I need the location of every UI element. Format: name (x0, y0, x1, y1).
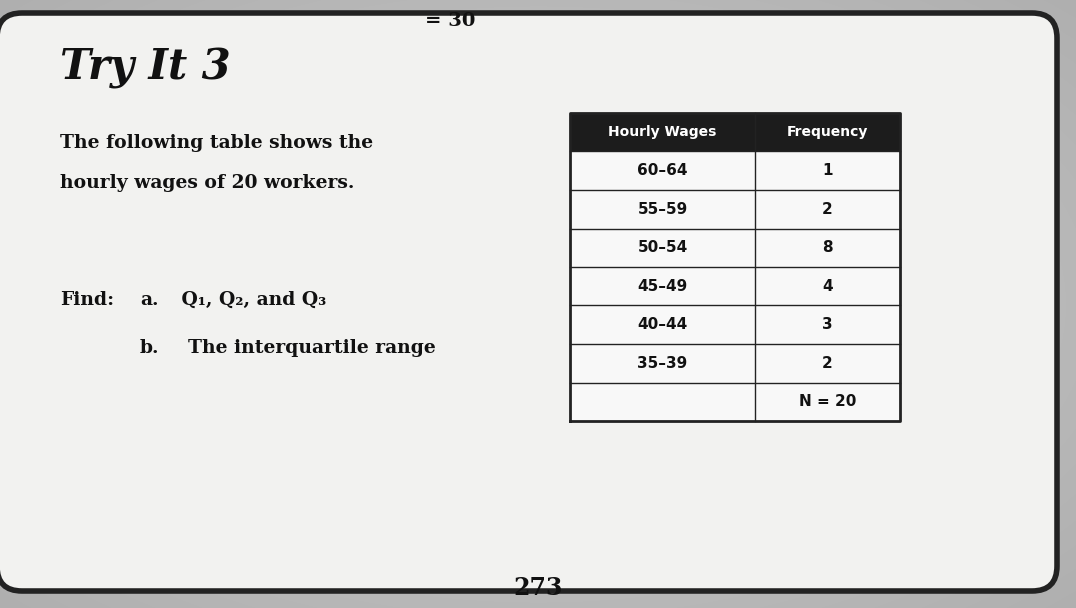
FancyBboxPatch shape (570, 151, 900, 190)
Text: 50–54: 50–54 (637, 240, 688, 255)
Text: Hourly Wages: Hourly Wages (608, 125, 717, 139)
FancyBboxPatch shape (570, 305, 900, 344)
FancyBboxPatch shape (570, 382, 900, 421)
Text: 3: 3 (822, 317, 833, 332)
FancyBboxPatch shape (570, 229, 900, 267)
Text: 45–49: 45–49 (637, 278, 688, 294)
Text: The following table shows the: The following table shows the (60, 134, 373, 152)
FancyBboxPatch shape (570, 344, 900, 382)
Text: 35–39: 35–39 (637, 356, 688, 371)
Text: Frequency: Frequency (787, 125, 868, 139)
FancyBboxPatch shape (0, 13, 1057, 591)
FancyBboxPatch shape (570, 190, 900, 229)
Text: 60–64: 60–64 (637, 164, 688, 178)
Text: hourly wages of 20 workers.: hourly wages of 20 workers. (60, 174, 354, 192)
Text: Find:: Find: (60, 291, 114, 309)
Text: 1: 1 (822, 164, 833, 178)
Text: 4: 4 (822, 278, 833, 294)
Text: 2: 2 (822, 356, 833, 371)
Text: 8: 8 (822, 240, 833, 255)
Text: = 30: = 30 (425, 12, 476, 30)
FancyBboxPatch shape (570, 113, 900, 151)
Text: 40–44: 40–44 (637, 317, 688, 332)
Text: 273: 273 (513, 576, 563, 600)
Text: a.: a. (140, 291, 158, 309)
FancyBboxPatch shape (570, 267, 900, 305)
Text: 55–59: 55–59 (637, 202, 688, 216)
Text: Q₁, Q₂, and Q₃: Q₁, Q₂, and Q₃ (175, 291, 326, 309)
Text: N = 20: N = 20 (798, 394, 856, 409)
Text: The interquartile range: The interquartile range (175, 339, 436, 357)
Text: b.: b. (140, 339, 159, 357)
Text: Try It 3: Try It 3 (60, 47, 230, 89)
Text: 2: 2 (822, 202, 833, 216)
